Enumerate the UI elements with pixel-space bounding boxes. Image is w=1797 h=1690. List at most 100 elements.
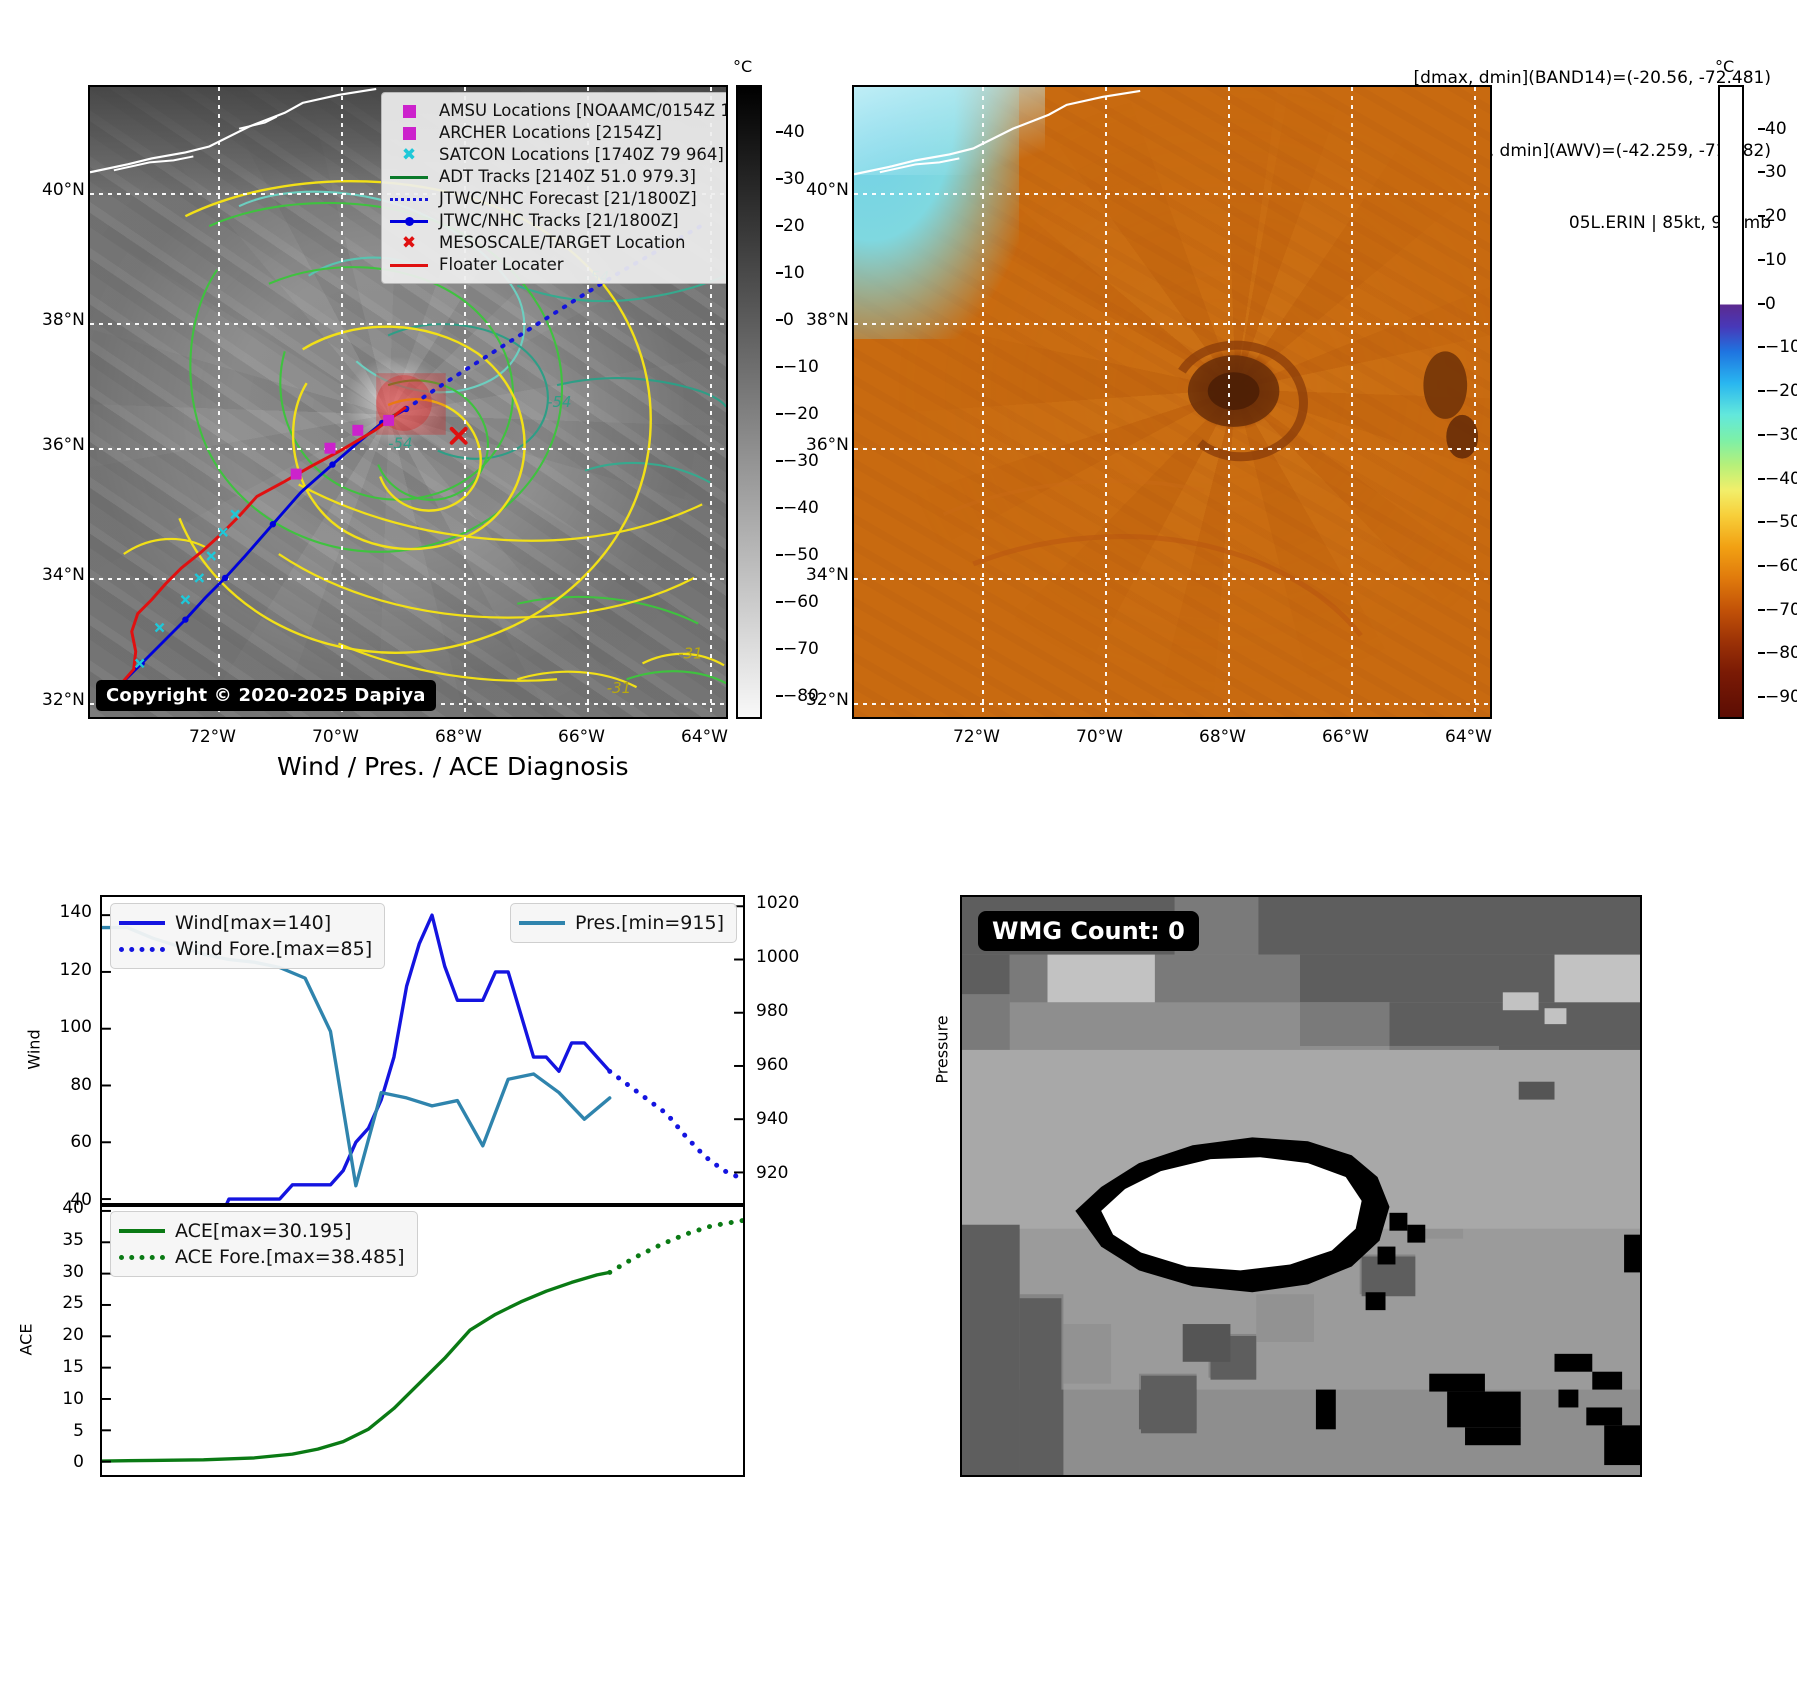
graticule-line [218, 87, 220, 717]
ace-chart[interactable]: ACE[max=30.195] ACE Fore.[max=38.485] [100, 1205, 745, 1477]
chart-tick-label: 25 [62, 1293, 84, 1314]
wmg-cloud-mask-panel[interactable]: WMG Count: 0 [960, 895, 1642, 1477]
colorbar-tick-label: −60 [783, 591, 819, 612]
wind-chart-title: Wind / Pres. / ACE Diagnosis [277, 752, 629, 781]
satcon-x-icon: ✖ [401, 144, 417, 165]
wmg-count-badge: WMG Count: 0 [978, 911, 1199, 951]
awv-colorbar-gradient [1718, 85, 1744, 719]
legend-label: Pres.[min=915] [575, 911, 724, 934]
legend-item-amsu: AMSU Locations [NOAAMC/0154Z 113 947] [389, 100, 726, 122]
colorbar-tick-mark [1758, 608, 1765, 611]
graticule-line [341, 87, 343, 717]
legend-item-archer: ARCHER Locations [2154Z] [389, 122, 726, 144]
legend-item-adt: ADT Tracks [2140Z 51.0 979.3] [389, 166, 726, 188]
chart-tick-label: 30 [62, 1261, 84, 1282]
legend-label: ACE[max=30.195] [175, 1219, 352, 1242]
ace-plot [102, 1209, 743, 1463]
colorbar-tick-mark [776, 647, 783, 650]
graticule-line [1105, 87, 1107, 717]
colorbar-tick-label: 30 [783, 168, 805, 189]
lat-tick: 32°N [42, 690, 85, 710]
legend-label: AMSU Locations [NOAAMC/0154Z 113 947] [439, 101, 726, 121]
lon-tick: 72°W [953, 727, 1000, 747]
chart-tick-label: 80 [70, 1074, 92, 1095]
graticule-line [982, 87, 984, 717]
colorbar-tick-mark [776, 271, 783, 274]
legend-label: Wind[max=140] [175, 911, 332, 934]
colorbar-tick-label: −10 [1765, 337, 1797, 358]
lat-tick: 40°N [806, 180, 849, 200]
ace-legend: ACE[max=30.195] ACE Fore.[max=38.485] [110, 1211, 418, 1277]
colorbar-tick-label: 40 [1765, 118, 1787, 139]
graticule-line [854, 448, 1490, 450]
wind-pressure-chart[interactable]: Wind[max=140] Wind Fore.[max=85] Pres.[m… [100, 895, 745, 1205]
jtwc-track [106, 407, 407, 699]
lat-tick: 38°N [42, 310, 85, 330]
chart-tick-label: 60 [70, 1132, 92, 1153]
ir-colorbar-gradient [736, 85, 762, 719]
chart-tick-label: 140 [59, 902, 92, 923]
legend-item-ace: ACE[max=30.195] [119, 1218, 405, 1244]
colorbar-tick-mark [1758, 302, 1765, 305]
ir-colorbar-title: °C [733, 57, 753, 76]
colorbar-tick-label: −20 [783, 403, 819, 424]
legend-label: JTWC/NHC Forecast [21/1800Z] [439, 189, 697, 209]
lon-tick: 68°W [1199, 727, 1246, 747]
colorbar-tick-label: −30 [783, 450, 819, 471]
legend-label: MESOSCALE/TARGET Location [439, 233, 686, 253]
colorbar-tick-mark [776, 224, 783, 227]
mesoscale-x-icon: ✖ [401, 232, 417, 253]
legend-label: SATCON Locations [1740Z 79 964] [439, 145, 724, 165]
legend-item-ace-forecast: ACE Fore.[max=38.485] [119, 1244, 405, 1270]
colorbar-tick-mark [776, 412, 783, 415]
colorbar-tick-mark [1758, 258, 1765, 261]
lon-tick: 66°W [1322, 727, 1369, 747]
colorbar-tick-mark [1758, 390, 1765, 393]
colorbar-tick-label: −70 [1765, 599, 1797, 620]
awv-enhanced-map[interactable] [852, 85, 1492, 719]
graticule-line [90, 323, 726, 325]
chart-tick-label: 120 [59, 959, 92, 980]
chart-tick-label: 920 [756, 1163, 789, 1184]
colorbar-tick-mark [1758, 127, 1765, 130]
graticule-line [90, 448, 726, 450]
colorbar-tick-label: −50 [783, 544, 819, 565]
archer-square-icon [389, 125, 429, 141]
pressure-legend: Pres.[min=915] [510, 903, 737, 943]
graticule-line [587, 87, 589, 717]
colorbar-tick-mark [776, 600, 783, 603]
legend-item-floater-locater: Floater Locater [389, 254, 726, 276]
lon-tick: 72°W [189, 727, 236, 747]
ir-colorbar: °C 40 30 20 10 0 −10 −20 −30 −40 −50 −60 −70 −80 [733, 57, 819, 719]
chart-tick-label: 5 [73, 1420, 84, 1441]
lon-tick: 70°W [312, 727, 359, 747]
ace-line-icon [119, 1229, 165, 1233]
colorbar-tick-label: 0 [783, 309, 794, 330]
colorbar-tick-label: −70 [783, 638, 819, 659]
chart-tick-label: 0 [73, 1452, 84, 1473]
legend-item-wind: Wind[max=140] [119, 910, 372, 936]
chart-tick-label: 980 [756, 1001, 789, 1022]
colorbar-tick-label: −50 [1765, 512, 1797, 533]
legend-label: ACE Fore.[max=38.485] [175, 1245, 405, 1268]
legend-item-wind-forecast: Wind Fore.[max=85] [119, 936, 372, 962]
legend-item-jtwc-forecast: JTWC/NHC Forecast [21/1800Z] [389, 188, 726, 210]
series-ace [102, 1270, 612, 1463]
ir-satellite-map[interactable]: -54 -54 -54 -31 -31 [88, 85, 728, 719]
ace-forecast-dotted-icon [119, 1254, 165, 1260]
colorbar-tick-mark [776, 365, 783, 368]
legend-item-jtwc-track: JTWC/NHC Tracks [21/1800Z] [389, 210, 726, 232]
legend-item-mesoscale-target: ✖ MESOSCALE/TARGET Location [389, 232, 726, 254]
chart-tick-label: 40 [70, 1190, 92, 1210]
graticule-line [1351, 87, 1353, 717]
colorbar-tick-mark [1758, 652, 1765, 655]
chart-tick-label: 10 [62, 1388, 84, 1409]
colorbar-tick-label: 30 [1765, 162, 1787, 183]
colorbar-tick-label: −10 [783, 356, 819, 377]
wmg-eye [1101, 1157, 1362, 1271]
pressure-line-icon [519, 921, 565, 925]
colorbar-tick-label: 10 [1765, 249, 1787, 270]
amsu-square-icon [389, 103, 429, 119]
colorbar-tick-label: −30 [1765, 424, 1797, 445]
